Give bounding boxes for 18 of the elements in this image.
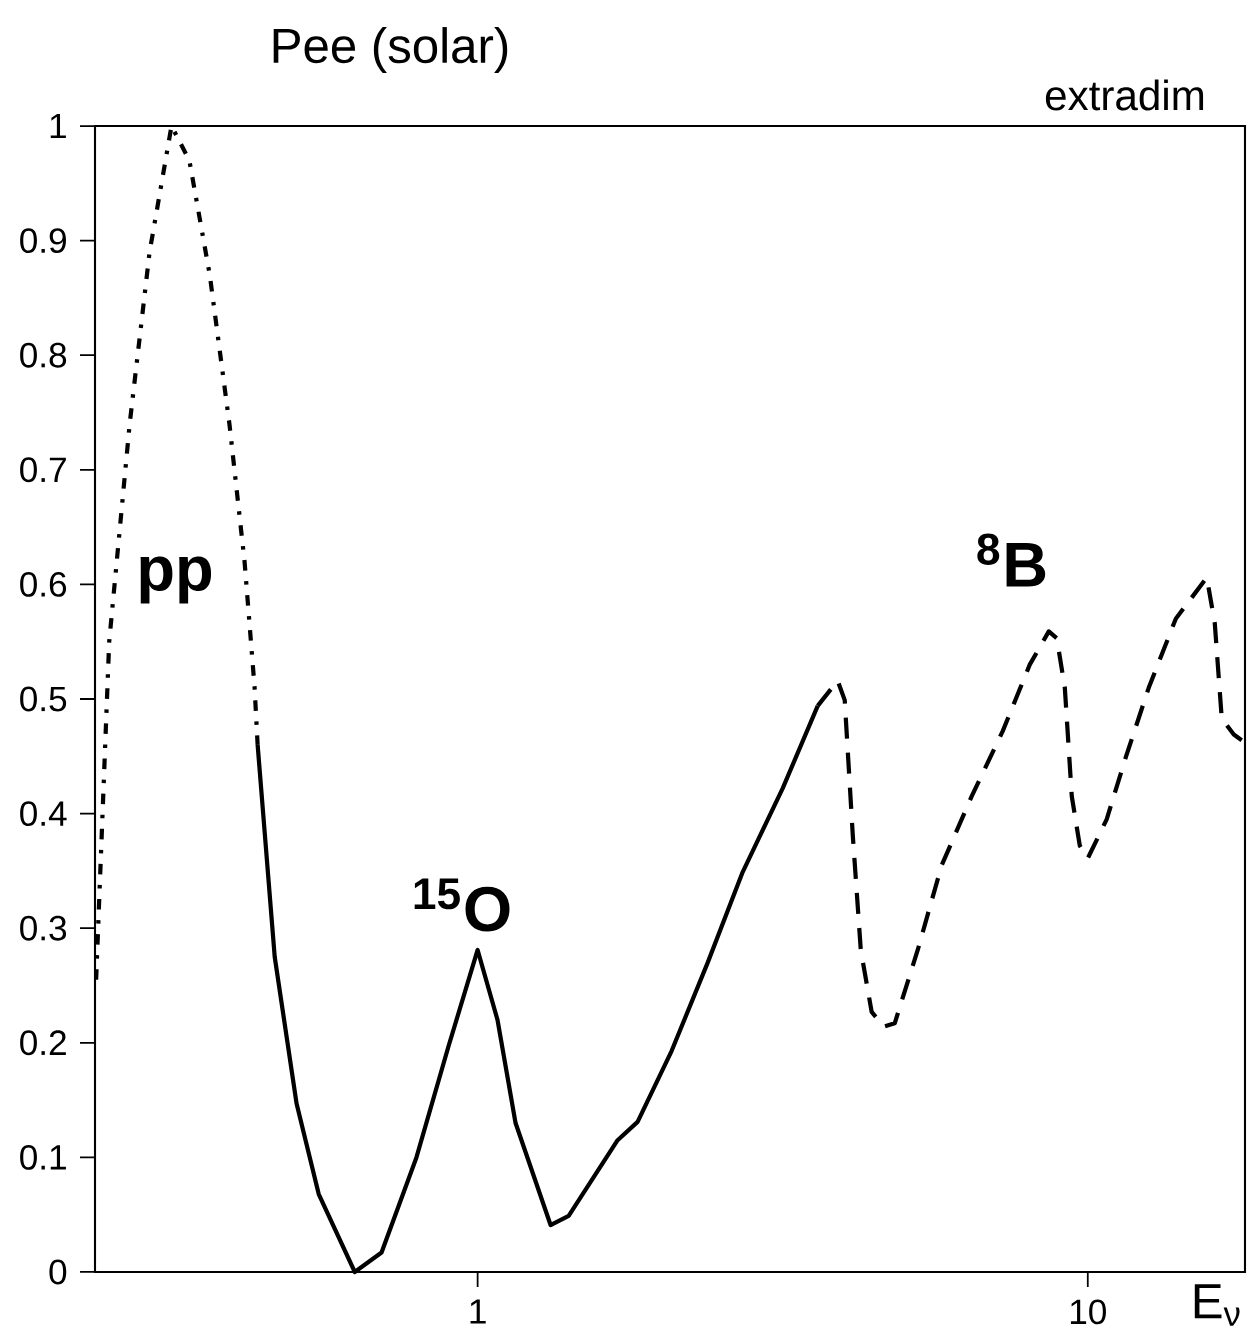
y-tick-label: 0.6 — [20, 571, 67, 597]
annotation: pp — [140, 556, 212, 604]
y-tick-label: 0.3 — [20, 915, 67, 941]
x-tick-label: 10 — [1070, 1299, 1106, 1325]
y-tick-label: 0.2 — [20, 1030, 66, 1056]
y-tick-label: 0.5 — [20, 686, 67, 712]
y-tick-label: 0.1 — [20, 1144, 66, 1170]
y-tick-label: 0.8 — [20, 342, 67, 368]
y-tick-label: 0.7 — [20, 457, 66, 483]
y-tick-label: 1 — [50, 113, 66, 139]
x-axis-title: E$_{ν}$ — [1194, 1284, 1240, 1326]
y-tick-label: 0.9 — [20, 228, 66, 254]
y-tick-label: 0.4 — [20, 801, 67, 827]
chart-title: Pee (solar) — [273, 27, 508, 73]
annotation: $^{15}$O — [414, 878, 510, 932]
annotation: $^{8}$B — [977, 533, 1046, 587]
text: extradim — [1045, 79, 1204, 111]
y-tick-label: 0 — [49, 1259, 67, 1285]
